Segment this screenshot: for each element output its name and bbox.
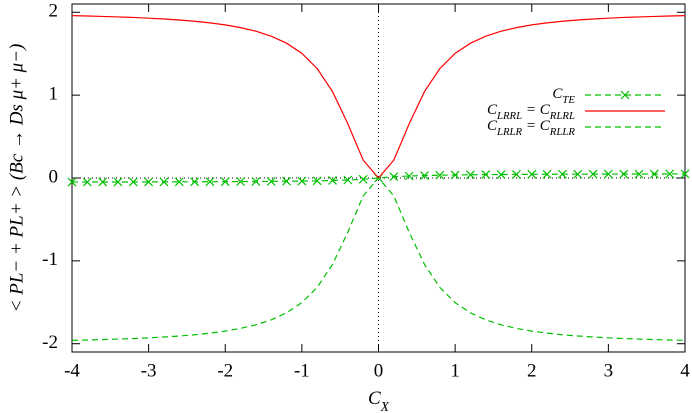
marker [343,175,353,185]
y-tick-label: -2 [42,332,58,353]
x-tick-label: -2 [217,360,233,381]
marker [251,177,261,186]
marker [527,169,537,179]
marker [67,177,77,187]
x-tick-label: -3 [141,360,157,381]
marker [282,176,291,186]
x-tick-label: 4 [680,360,690,381]
legend-label: CLRRL = CRLRL [487,102,575,122]
x-tick-label: 3 [604,360,614,381]
marker [450,170,460,180]
marker [128,177,138,187]
marker [82,177,92,187]
marker [236,177,245,186]
marker [573,169,583,179]
marker [435,170,445,180]
marker [542,169,552,179]
legend-marker [620,90,630,100]
legend-label: CLRLR = CRLLR [487,118,575,138]
marker [159,177,169,187]
marker [389,172,399,182]
marker [328,176,337,185]
y-axis-label: < PL− + PL+ > (Bc → Ds μ+ μ−) [6,44,27,313]
marker [113,177,123,187]
y-tick-label: -1 [42,249,58,270]
marker [481,170,491,180]
y-tick-label: 2 [49,1,59,22]
marker [665,169,675,179]
marker [144,177,154,187]
marker [358,174,368,184]
marker [404,171,414,181]
marker [634,169,644,179]
marker [220,177,230,187]
series-line [72,173,685,183]
marker [603,169,613,179]
marker [557,169,567,179]
x-tick-label: 2 [527,360,537,381]
marker [205,177,215,187]
marker [588,169,598,179]
marker [312,176,322,186]
marker [496,170,506,179]
marker [466,170,475,180]
legend-label: CTE [552,86,575,106]
marker [98,177,108,187]
marker [680,169,690,179]
marker [266,176,276,186]
y-tick-label: 1 [49,84,59,105]
y-tick-label: 0 [49,166,59,187]
x-tick-label: -1 [294,360,310,381]
marker [420,171,429,180]
x-tick-label: 1 [450,360,460,381]
marker [174,177,184,187]
plot-frame [71,3,686,353]
marker [512,170,521,179]
x-tick-label: 0 [374,360,384,381]
x-axis-label: CX [368,388,390,413]
marker [190,177,200,187]
marker [619,169,629,179]
marker [649,169,659,179]
marker [297,176,307,186]
x-tick-label: -4 [64,360,80,381]
series-line [71,177,686,341]
